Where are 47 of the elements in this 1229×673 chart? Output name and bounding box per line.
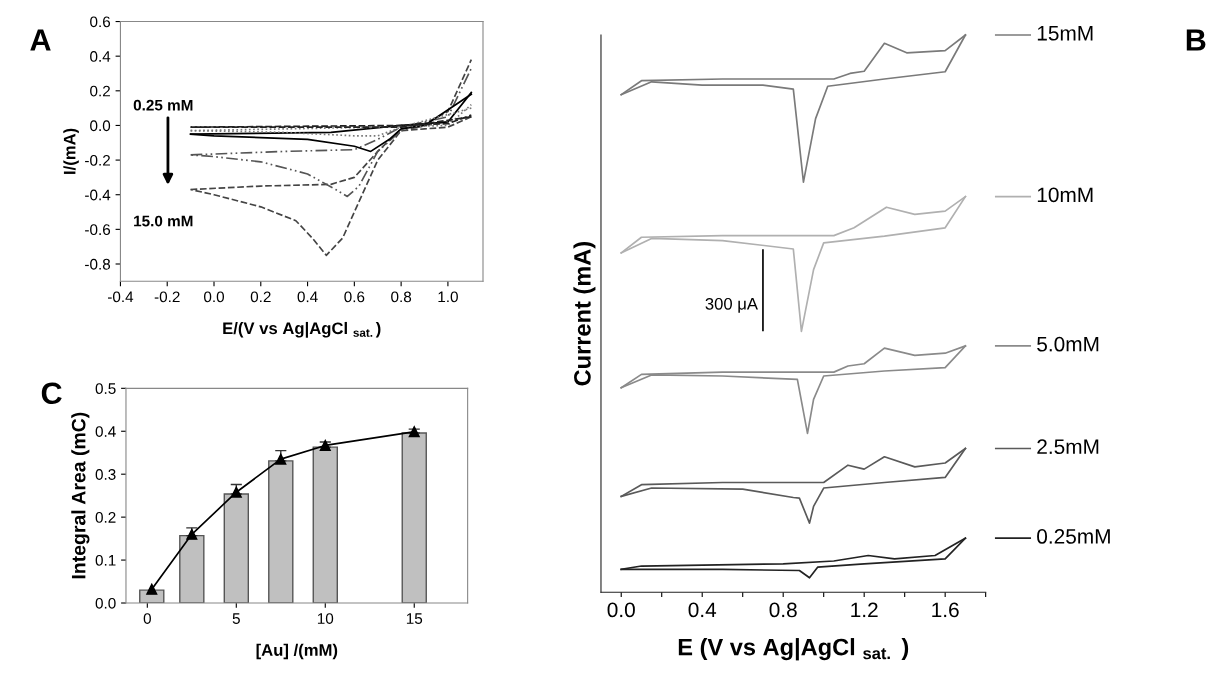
y-axis-title: Current (mA) bbox=[573, 241, 596, 386]
y-tick-label: -0.6 bbox=[85, 224, 111, 236]
x-tick-label: 0.0 bbox=[203, 291, 225, 303]
x-tick-label: 5 bbox=[232, 613, 240, 624]
x-tick-label: 0.8 bbox=[769, 602, 797, 618]
y-axis-title: I/(mA) bbox=[63, 128, 79, 174]
x-tick-label: -0.2 bbox=[154, 291, 180, 303]
legend-label: 2.5mM bbox=[1037, 439, 1099, 455]
legend-label: 5.0mM bbox=[1037, 336, 1099, 352]
y-tick-label: 0.3 bbox=[95, 469, 116, 480]
y-tick-label: -0.2 bbox=[85, 154, 110, 166]
x-tick-label: 0 bbox=[143, 613, 151, 624]
x-tick-label: 10 bbox=[317, 613, 334, 624]
text: B bbox=[1186, 29, 1206, 51]
legend-label: 10mM bbox=[1037, 187, 1093, 203]
annotation: 15.0 mM bbox=[134, 215, 193, 227]
y-tick-label: 0.6 bbox=[90, 16, 111, 28]
text: A bbox=[30, 29, 51, 51]
y-tick-label: 0.2 bbox=[90, 85, 110, 97]
y-tick-label: 0.2 bbox=[95, 512, 116, 523]
annotation: 300 μA bbox=[705, 297, 758, 313]
x-tick-label: -0.4 bbox=[107, 291, 134, 303]
y-tick-label: 0.4 bbox=[90, 51, 111, 62]
annotation: 0.25 mM bbox=[133, 99, 193, 111]
x-tick-label: 0.0 bbox=[607, 602, 635, 618]
x-tick-label: 0.4 bbox=[688, 602, 717, 618]
x-tick-label: 0.6 bbox=[344, 291, 365, 303]
x-tick-label: 0.8 bbox=[391, 291, 412, 303]
x-axis-title: E (V vs Ag|AgCl $_{sat.}$ ) bbox=[678, 638, 909, 661]
x-axis-title: [Au] /(mM) bbox=[256, 643, 338, 660]
x-tick-label: 0.4 bbox=[297, 291, 318, 303]
x-tick-label: 0.2 bbox=[250, 291, 271, 303]
legend-label: 15mM bbox=[1037, 26, 1093, 41]
x-axis-title: E/(V vs Ag|AgCl $_{sat.}$) bbox=[223, 321, 381, 338]
x-tick-label: 1.0 bbox=[438, 291, 458, 303]
y-tick-label: 0.1 bbox=[95, 554, 116, 566]
text: C bbox=[41, 382, 62, 405]
y-axis-title: Integral Area (mC) bbox=[71, 412, 90, 579]
legend-label: 0.25mM bbox=[1037, 529, 1110, 544]
y-tick-label: -0.8 bbox=[85, 258, 111, 270]
y-tick-label: 0.5 bbox=[95, 383, 116, 395]
x-tick-label: 15 bbox=[406, 613, 423, 624]
x-tick-label: 1.2 bbox=[851, 602, 878, 618]
x-tick-label: 1.6 bbox=[932, 602, 959, 618]
y-tick-label: 0.4 bbox=[95, 426, 116, 437]
y-tick-label: 0.0 bbox=[90, 120, 111, 132]
y-tick-label: -0.4 bbox=[85, 189, 111, 201]
